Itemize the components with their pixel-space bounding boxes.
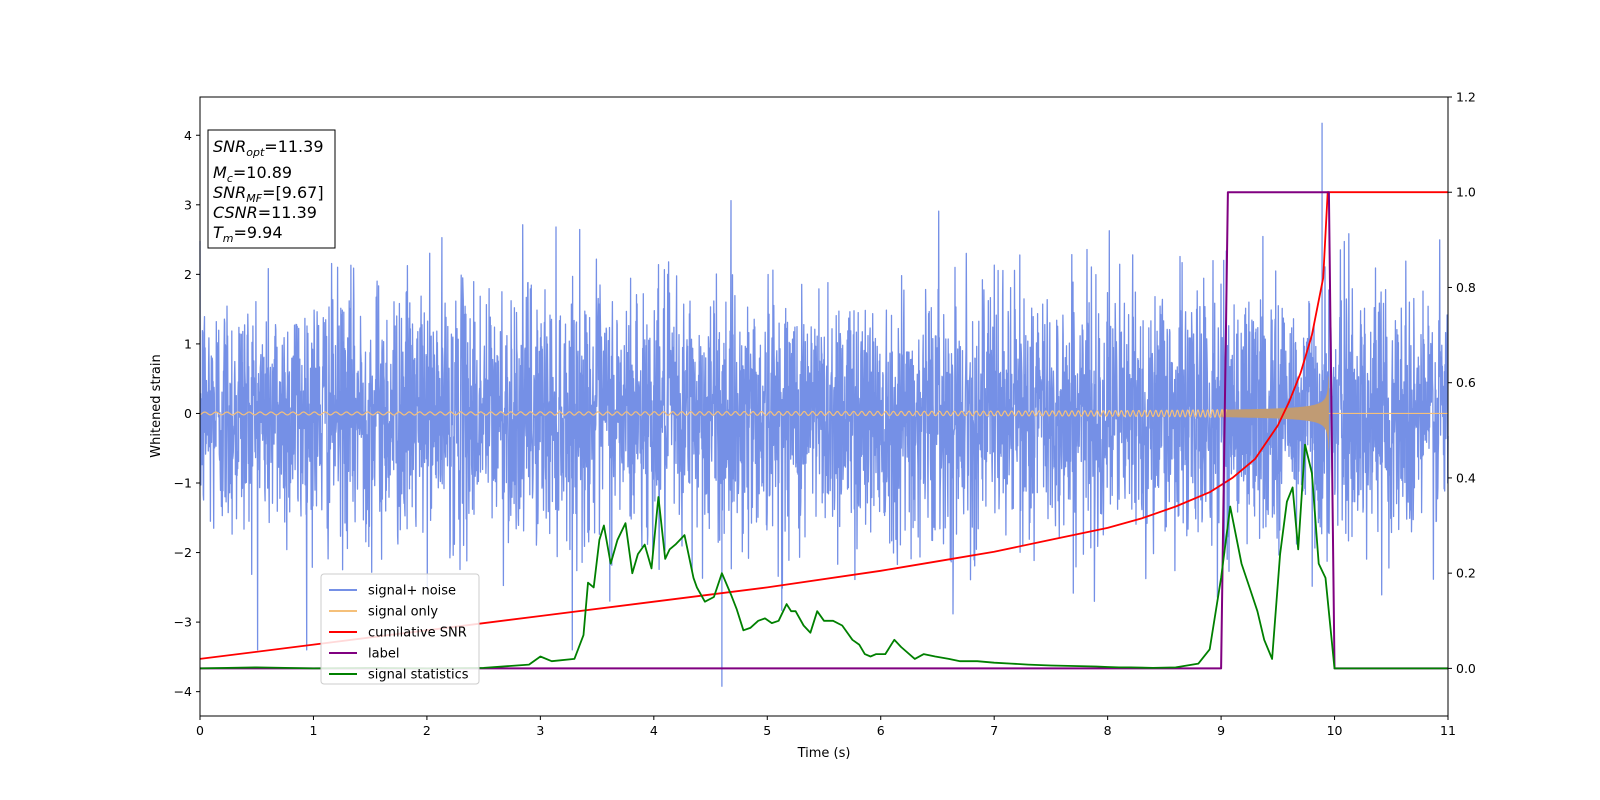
x-tick-label: 0 xyxy=(196,723,204,738)
info-tm: Tm=9.94 xyxy=(213,223,283,245)
y-left-tick-label: 4 xyxy=(184,128,192,143)
x-tick-label: 2 xyxy=(423,723,431,738)
series-signal-only-envelope xyxy=(1221,376,1329,451)
x-tick-label: 3 xyxy=(536,723,544,738)
y-right-tick-label: 1.0 xyxy=(1456,185,1476,200)
x-tick-label: 5 xyxy=(763,723,771,738)
y-axis-label: Whitened strain xyxy=(149,354,164,457)
y-left-tick-label: 0 xyxy=(184,406,192,421)
x-tick-label: 9 xyxy=(1217,723,1225,738)
series-signal-only xyxy=(199,408,1448,419)
y-left-tick-label: −2 xyxy=(174,545,192,560)
y-axis-left: 4 3 2 1 0 −1 −2 −3 −4 xyxy=(174,128,200,699)
y-left-tick-label: 1 xyxy=(184,336,192,351)
x-tick-label: 11 xyxy=(1440,723,1456,738)
y-axis-right: 1.2 1.0 0.8 0.6 0.4 0.2 0.0 xyxy=(1448,90,1476,676)
y-right-tick-label: 0.8 xyxy=(1456,280,1476,295)
y-right-tick-label: 0.6 xyxy=(1456,375,1476,390)
x-tick-label: 4 xyxy=(650,723,658,738)
series-signal-statistics xyxy=(199,443,1448,670)
legend-label: signal statistics xyxy=(368,668,469,683)
axes-frame xyxy=(199,96,1449,717)
y-right-tick-label: 1.2 xyxy=(1456,90,1476,105)
x-tick-label: 1 xyxy=(309,723,317,738)
x-tick-label: 7 xyxy=(990,723,998,738)
series-cumulative-snr xyxy=(199,191,1448,660)
y-right-tick-label: 0.2 xyxy=(1456,566,1476,581)
y-right-tick-label: 0.0 xyxy=(1456,661,1476,676)
x-tick-label: 6 xyxy=(877,723,885,738)
info-mc: Mc=10.89 xyxy=(213,163,292,185)
y-left-tick-label: 2 xyxy=(184,267,192,282)
y-left-tick-label: −1 xyxy=(174,476,192,491)
x-axis: 0 1 2 3 4 5 6 7 8 9 10 11 xyxy=(196,716,1456,738)
info-box-frame xyxy=(207,129,336,249)
legend: signal+ noise signal only cumilative SNR la… xyxy=(320,573,480,685)
x-tick-label: 8 xyxy=(1104,723,1112,738)
legend-label: label xyxy=(368,647,399,662)
legend-label: signal only xyxy=(368,605,438,620)
info-snr-mf: SNRMF=[9.67] xyxy=(213,183,324,205)
x-tick-label: 10 xyxy=(1327,723,1343,738)
y-left-tick-label: 3 xyxy=(184,197,192,212)
y-left-tick-label: −4 xyxy=(174,684,192,699)
plot-area xyxy=(199,122,1449,687)
info-snr-opt: SNRopt=11.39 xyxy=(213,137,324,159)
info-box: SNRopt=11.39 Mc=10.89 SNRMF=[9.67] CSNR=… xyxy=(207,129,336,249)
info-csnr: CSNR=11.39 xyxy=(213,203,317,222)
legend-label: cumilative SNR xyxy=(368,626,467,641)
legend-frame xyxy=(320,573,480,685)
y-right-tick-label: 0.4 xyxy=(1456,470,1476,485)
legend-label: signal+ noise xyxy=(368,584,456,599)
x-axis-label: Time (s) xyxy=(797,746,851,761)
y-left-tick-label: −3 xyxy=(174,615,192,630)
